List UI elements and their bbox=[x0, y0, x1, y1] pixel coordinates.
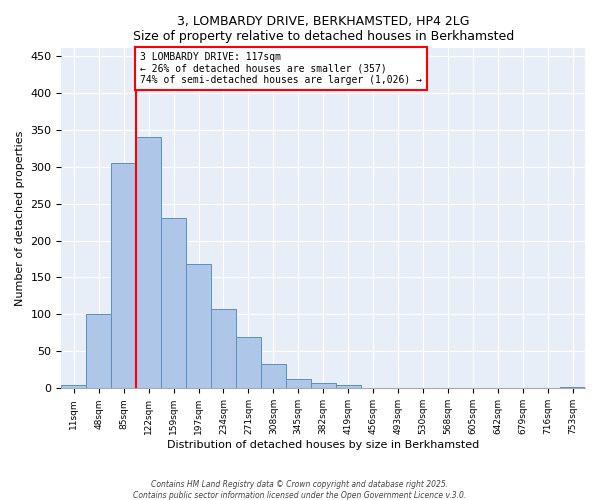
Bar bbox=[335, 384, 361, 388]
Bar bbox=[86, 314, 111, 388]
Bar bbox=[236, 338, 261, 388]
Bar bbox=[211, 310, 236, 388]
Bar bbox=[111, 163, 136, 388]
Bar bbox=[61, 386, 86, 388]
Bar bbox=[186, 264, 211, 388]
Bar bbox=[311, 383, 335, 388]
Title: 3, LOMBARDY DRIVE, BERKHAMSTED, HP4 2LG
Size of property relative to detached ho: 3, LOMBARDY DRIVE, BERKHAMSTED, HP4 2LG … bbox=[133, 15, 514, 43]
Bar bbox=[286, 378, 311, 388]
X-axis label: Distribution of detached houses by size in Berkhamsted: Distribution of detached houses by size … bbox=[167, 440, 479, 450]
Bar bbox=[136, 137, 161, 388]
Y-axis label: Number of detached properties: Number of detached properties bbox=[15, 130, 25, 306]
Bar bbox=[261, 364, 286, 388]
Text: 3 LOMBARDY DRIVE: 117sqm
← 26% of detached houses are smaller (357)
74% of semi-: 3 LOMBARDY DRIVE: 117sqm ← 26% of detach… bbox=[140, 52, 422, 85]
Bar bbox=[560, 387, 585, 388]
Text: Contains HM Land Registry data © Crown copyright and database right 2025.
Contai: Contains HM Land Registry data © Crown c… bbox=[133, 480, 467, 500]
Bar bbox=[161, 218, 186, 388]
